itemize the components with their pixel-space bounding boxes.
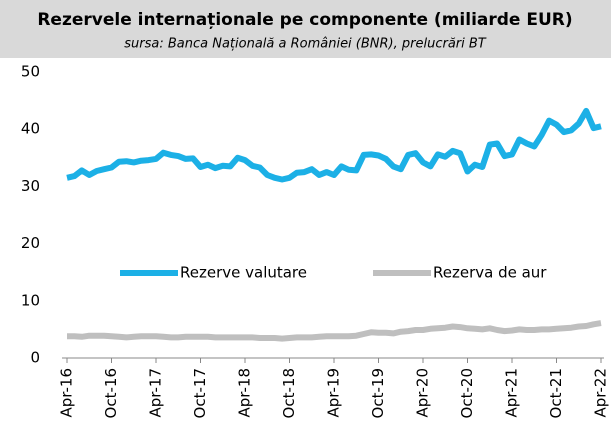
legend-label: Rezerve valutare: [180, 264, 307, 282]
x-tick-label: Oct-16: [102, 368, 120, 418]
title-bar: [0, 0, 611, 58]
x-tick-label: Apr-21: [503, 368, 521, 418]
x-tick-label: Apr-19: [325, 368, 343, 418]
y-tick-label: 10: [21, 291, 40, 309]
series-line: [67, 320, 602, 342]
x-tick-label: Apr-20: [414, 368, 432, 418]
x-tick-label: Oct-19: [369, 368, 387, 418]
x-tick-label: Apr-18: [236, 368, 254, 418]
y-tick-label: 20: [21, 234, 40, 252]
legend-label: Rezerva de aur: [433, 264, 547, 282]
series-line: [66, 107, 602, 183]
y-tick-label: 40: [21, 120, 40, 138]
chart-title: Rezervele internaționale pe componente (…: [37, 10, 572, 30]
y-tick-label: 30: [21, 177, 40, 195]
chart-subtitle: sursa: Banca Națională a României (BNR),…: [124, 37, 487, 52]
y-tick-label: 50: [21, 63, 40, 81]
x-tick-label: Oct-18: [280, 368, 298, 418]
x-tick-label: Oct-20: [458, 368, 476, 418]
x-tick-label: Oct-17: [191, 368, 209, 418]
x-tick-label: Apr-17: [147, 368, 165, 418]
x-tick-label: Apr-22: [592, 368, 610, 418]
x-tick-label: Apr-16: [58, 368, 76, 418]
y-tick-label: 0: [30, 349, 40, 367]
x-tick-label: Oct-21: [547, 368, 565, 418]
